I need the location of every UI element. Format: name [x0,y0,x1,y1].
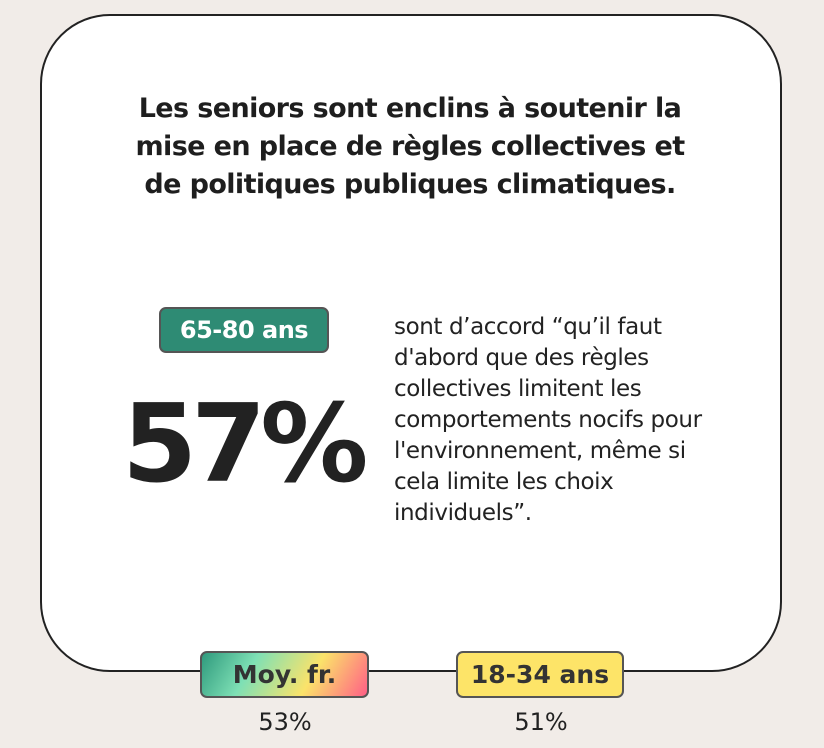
headline: Les seniors sont enclins à soutenir la m… [135,93,686,200]
main-percentage: 57% [122,382,369,507]
value-average-france: 53% [258,708,312,736]
statement-text: sont d’accord “qu’il faut d'abord que de… [394,314,702,526]
group-badge-65-80: 65-80 ans [159,307,329,353]
value-18-34: 51% [514,708,568,736]
badge-average-france: Moy. fr. [200,651,369,698]
badge-18-34: 18-34 ans [456,651,624,698]
